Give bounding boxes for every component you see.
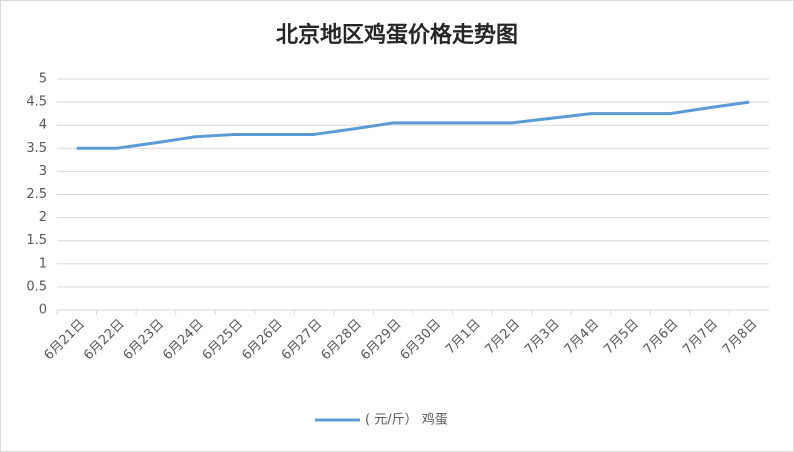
y-tick-label: 4: [39, 118, 47, 133]
y-tick-label: 0: [39, 303, 47, 318]
y-tick-label: 3.5: [26, 141, 47, 156]
legend-label: ( 元/斤） 鸡蛋: [365, 412, 448, 428]
y-tick-label: 5: [39, 72, 47, 87]
y-tick-label: 1: [39, 256, 47, 271]
line: [76, 100, 750, 150]
y-tick-label: 4.5: [26, 95, 47, 110]
y-tick-label: 0.5: [26, 279, 47, 294]
chart-title: 北京地区鸡蛋价格走势图: [276, 22, 518, 48]
y-tick-label: 3: [39, 164, 47, 179]
y-tick-label: 2: [39, 210, 47, 225]
y-tick-label: 2.5: [26, 187, 47, 202]
y-tick-label: 1.5: [26, 233, 47, 248]
